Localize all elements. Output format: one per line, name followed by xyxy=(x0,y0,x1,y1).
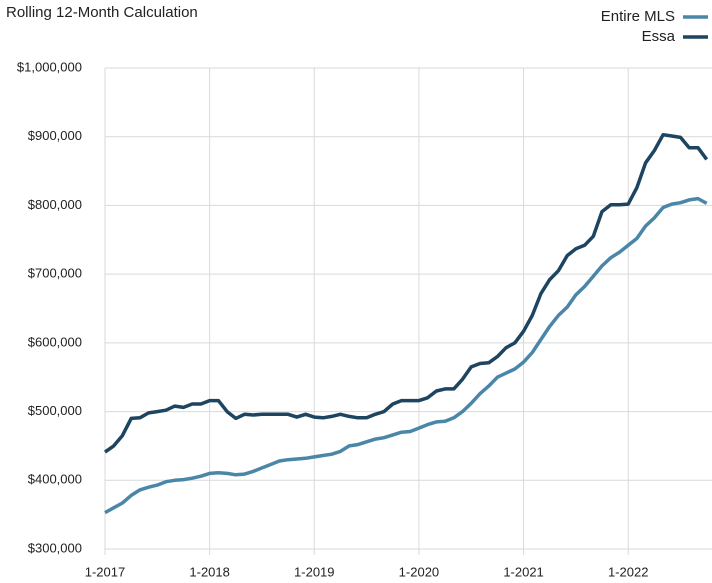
y-tick-label: $400,000 xyxy=(28,472,82,487)
y-tick-label: $500,000 xyxy=(28,403,82,418)
x-tick-label: 1-2020 xyxy=(399,564,439,579)
y-tick-label: $300,000 xyxy=(28,540,82,555)
y-tick-label: $1,000,000 xyxy=(17,59,82,74)
x-tick-label: 1-2018 xyxy=(189,564,229,579)
x-tick-label: 1-2019 xyxy=(294,564,334,579)
legend-label: Essa xyxy=(642,28,676,45)
y-tick-label: $700,000 xyxy=(28,266,82,281)
line xyxy=(104,196,708,515)
x-tick-label: 1-2017 xyxy=(85,564,125,579)
y-tick-label: $600,000 xyxy=(28,334,82,349)
legend-label: Entire MLS xyxy=(601,8,675,25)
y-tick-label: $900,000 xyxy=(28,128,82,143)
x-tick-label: 1-2021 xyxy=(503,564,543,579)
chart-title: Rolling 12-Month Calculation xyxy=(6,4,198,21)
line xyxy=(103,132,709,454)
x-tick-label: 1-2022 xyxy=(608,564,648,579)
y-tick-label: $800,000 xyxy=(28,197,82,212)
